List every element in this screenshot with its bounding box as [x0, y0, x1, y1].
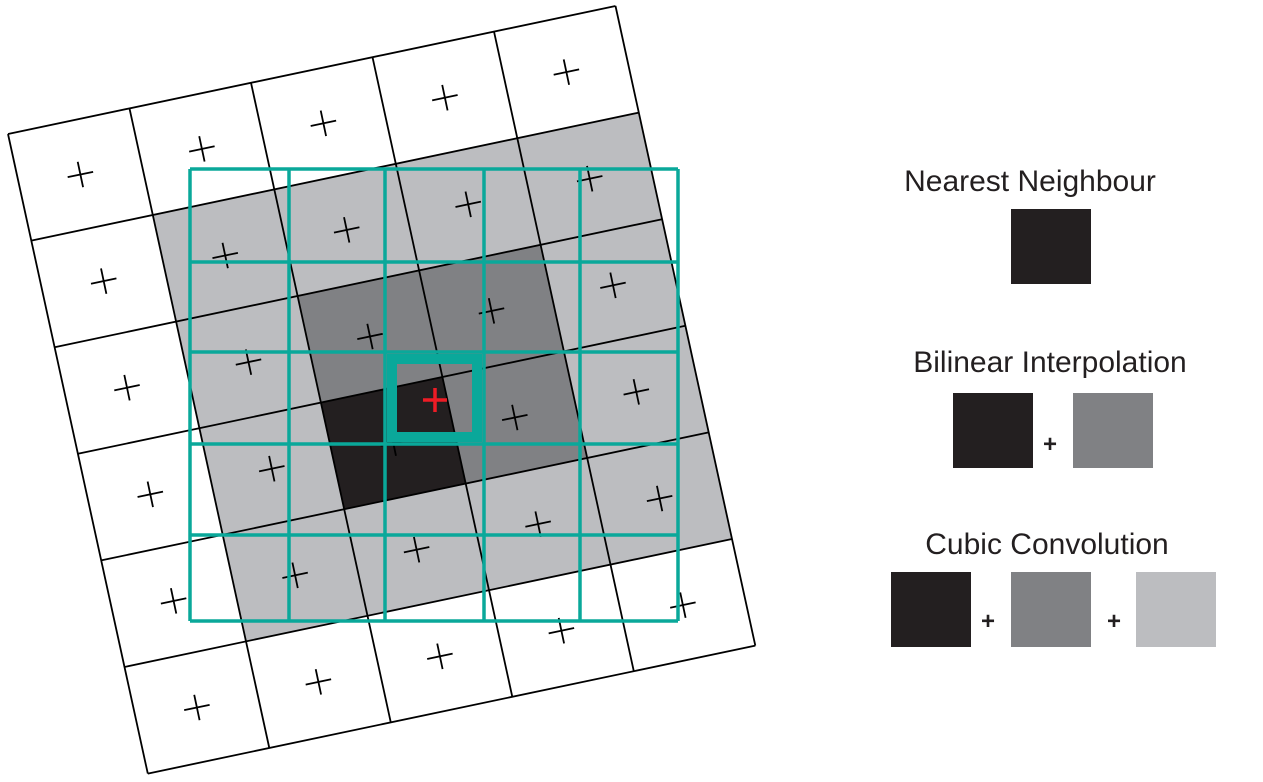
input-col-line	[250, 82, 392, 723]
plus-icon	[183, 694, 210, 721]
plus-icon	[305, 668, 332, 695]
output-raster-grid	[188, 167, 680, 623]
plus-icon	[646, 485, 673, 512]
legend-cubic-swatch-3	[1136, 572, 1216, 647]
plus-icon	[282, 562, 309, 589]
plus-icon	[501, 404, 528, 431]
plus-icon	[623, 378, 650, 405]
plus-icon	[90, 268, 117, 295]
legend-nearest-swatch	[1011, 209, 1091, 284]
input-row-line	[101, 431, 709, 562]
plus-icon	[137, 481, 164, 508]
legend-cubic-plus-2: +	[1107, 608, 1122, 635]
plus-icon	[553, 59, 580, 86]
plus-icon	[431, 84, 458, 111]
resampling-diagram	[7, 5, 757, 775]
plus-icon	[403, 536, 430, 563]
plus-icon	[669, 592, 696, 619]
legend-bilinear-title: Bilinear Interpolation	[913, 346, 1187, 379]
plus-icon	[357, 323, 383, 350]
legend-bilinear-swatch-2	[1073, 393, 1153, 468]
legend-nearest-title: Nearest Neighbour	[904, 165, 1156, 198]
plus-icon	[310, 110, 337, 137]
plus-icon	[212, 242, 239, 269]
plus-icon	[114, 374, 140, 401]
input-row-line	[77, 324, 686, 455]
plus-icon	[67, 161, 94, 188]
input-row-line	[54, 218, 663, 349]
plus-icon	[525, 511, 552, 538]
input-col-line	[614, 5, 757, 646]
input-row-line	[147, 644, 756, 775]
plus-icon	[600, 272, 626, 299]
red-plus-icon	[423, 388, 447, 412]
legend-cubic-swatch-1	[891, 572, 971, 647]
input-col-line	[128, 108, 271, 749]
legend-bilinear-swatch-1	[953, 393, 1033, 468]
input-raster-gridlines	[7, 5, 757, 775]
plus-icon	[426, 643, 453, 670]
input-cell-centers	[67, 59, 696, 721]
legend-bilinear-plus: +	[1043, 431, 1058, 458]
legend-cubic-swatch-2	[1011, 572, 1091, 647]
plus-icon	[188, 135, 215, 162]
legend-cubic-title: Cubic Convolution	[925, 528, 1169, 561]
input-row-line	[7, 5, 616, 135]
plus-icon	[333, 216, 360, 243]
input-col-line	[7, 133, 149, 774]
legend-cubic-plus-1: +	[981, 608, 996, 635]
input-col-line	[371, 57, 514, 697]
plus-icon	[455, 191, 482, 218]
input-row-line	[124, 538, 733, 668]
input-row-line	[31, 111, 639, 242]
plus-icon	[258, 455, 285, 482]
plus-icon	[160, 587, 187, 614]
output-highlighted-cell	[387, 354, 482, 442]
